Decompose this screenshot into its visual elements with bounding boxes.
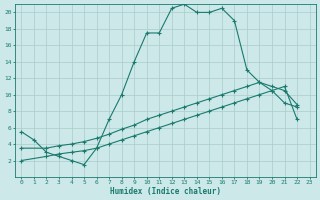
X-axis label: Humidex (Indice chaleur): Humidex (Indice chaleur) [110, 187, 221, 196]
